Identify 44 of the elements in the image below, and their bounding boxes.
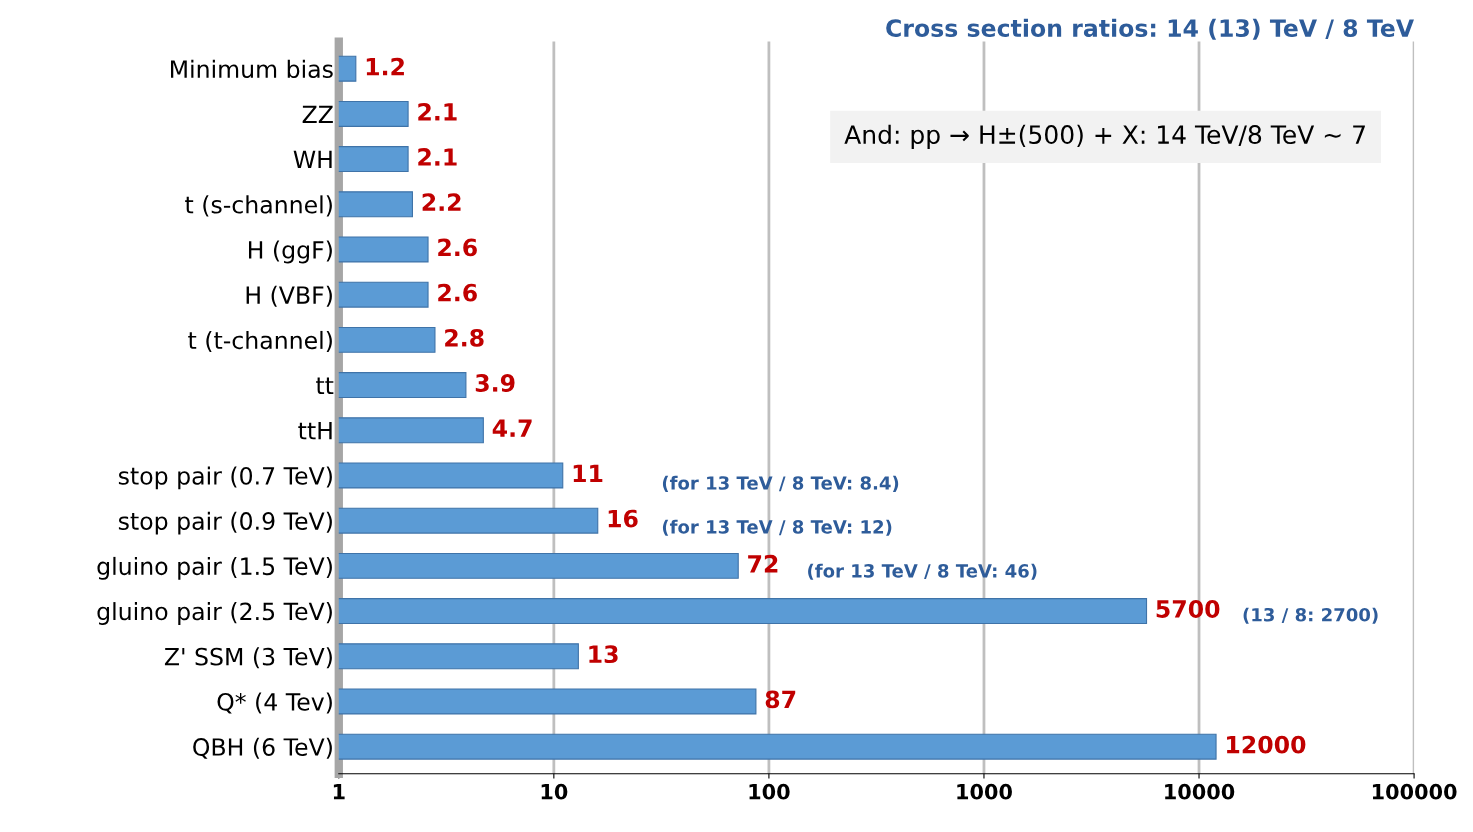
x-tick-label: 10000	[1165, 783, 1235, 800]
data-label: 2.6	[438, 238, 477, 257]
data-label: 5700	[1156, 600, 1220, 618]
data-label: 16	[608, 509, 638, 528]
data-label: 1.2	[366, 57, 404, 76]
data-label: 72	[748, 554, 778, 573]
data-label: 13	[589, 645, 618, 664]
y-tick-label: QBH (6 TeV)	[193, 737, 332, 759]
y-tick-label: stop pair (0.7 TeV)	[118, 466, 332, 490]
annotation: (for 13 TeV / 8 TeV: 8.4)	[662, 475, 899, 492]
data-label: 2.1	[418, 102, 457, 121]
y-tick-label: WH	[293, 150, 332, 169]
annotation: (for 13 TeV / 8 TeV: 46)	[808, 563, 1037, 580]
y-tick-label: Z' SSM (3 TeV)	[164, 647, 332, 669]
y-tick-label: Minimum bias	[171, 59, 333, 79]
data-label: 2.6	[438, 283, 477, 302]
x-tick-label: 100000	[1372, 783, 1457, 800]
y-tick-label: gluino pair (1.5 TeV)	[97, 556, 332, 580]
data-label: 11	[573, 464, 603, 482]
y-tick-label: t (s-channel)	[185, 195, 332, 217]
y-tick-label: Q* (4 Tev)	[217, 692, 332, 714]
chart-title: Cross section ratios: 14 (13) TeV / 8 TeV	[886, 18, 1414, 40]
y-tick-label: H (ggF)	[249, 240, 332, 264]
data-label: 3.9	[475, 374, 515, 392]
x-tick-label: 1000	[957, 783, 1012, 800]
x-tick-label: 10	[541, 783, 568, 800]
annotation: (for 13 TeV / 8 TeV: 12)	[662, 519, 892, 536]
annotation: And: pp → H±(500) + X: 14 TeV/8 TeV ~ 7	[844, 124, 1365, 149]
y-tick-label: stop pair (0.9 TeV)	[118, 511, 332, 535]
data-label: 87	[765, 690, 796, 709]
x-tick-label: 100	[749, 783, 790, 800]
y-tick-label: tt	[316, 377, 334, 395]
x-tick-label: 1	[333, 784, 345, 800]
y-tick-label: ZZ	[302, 105, 333, 123]
data-label: 12000	[1227, 735, 1306, 754]
y-tick-label: t (t-channel)	[188, 330, 332, 352]
data-label: 4.7	[492, 419, 532, 437]
y-tick-label: gluino pair (2.5 TeV)	[97, 602, 332, 625]
data-label: 2.2	[422, 193, 461, 211]
annotation: (13 / 8: 2700)	[1243, 607, 1378, 624]
y-tick-label: ttH	[298, 422, 332, 440]
data-label: 2.1	[418, 148, 457, 166]
y-tick-label: H (VBF)	[246, 285, 332, 307]
data-label: 2.8	[445, 328, 484, 347]
